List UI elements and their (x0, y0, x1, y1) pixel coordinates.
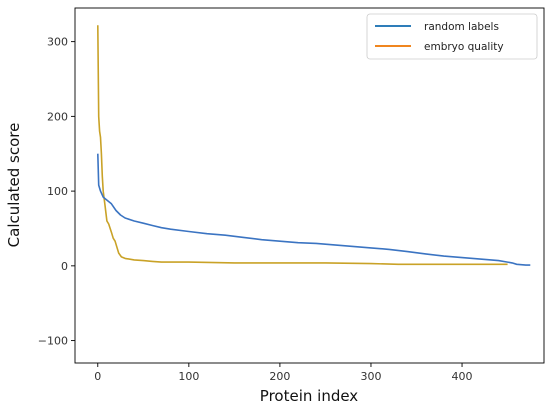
x-tick-label: 100 (178, 370, 199, 383)
y-tick-label: −100 (38, 335, 68, 348)
x-tick-label: 300 (360, 370, 381, 383)
x-tick-label: 200 (269, 370, 290, 383)
plot-area (74, 7, 545, 364)
y-tick-label: 300 (47, 36, 68, 49)
y-tick-label: 200 (47, 110, 68, 123)
y-axis: −100 0 100 200 300 (38, 36, 75, 348)
y-tick-label: 100 (47, 185, 68, 198)
y-axis-label: Calculated score (5, 123, 23, 248)
series-line-random-labels (97, 153, 531, 266)
legend-label-embryo-quality: embryo quality (424, 41, 504, 53)
x-axis-label: Protein index (260, 387, 359, 405)
legend-label-random-labels: random labels (424, 21, 499, 33)
y-tick-label: 0 (61, 260, 68, 273)
series-lines (97, 25, 531, 266)
legend: random labels embryo quality (366, 13, 538, 60)
x-axis: 0 100 200 300 400 (94, 363, 473, 383)
x-tick-label: 0 (94, 370, 101, 383)
x-tick-label: 400 (452, 370, 473, 383)
series-line-embryo-quality (97, 25, 508, 266)
